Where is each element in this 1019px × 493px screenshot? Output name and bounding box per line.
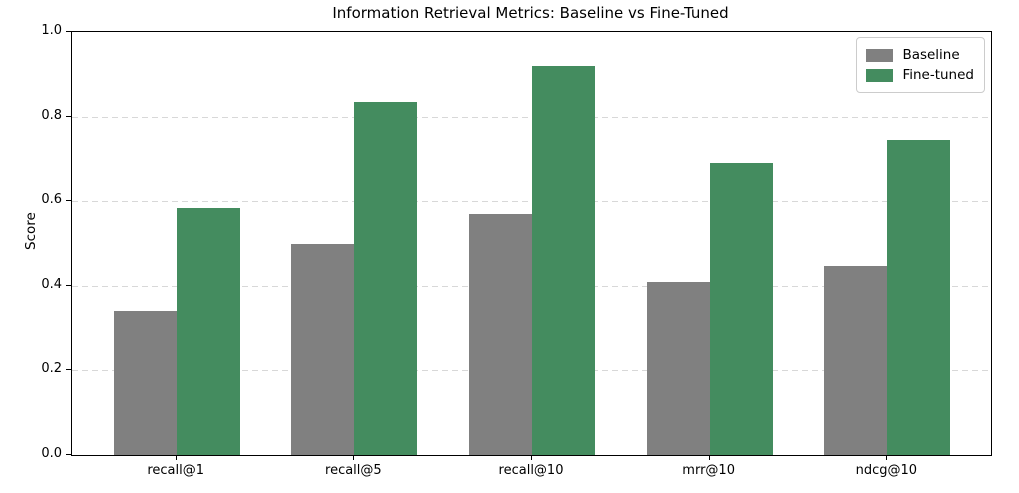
y-axis-label: Score: [22, 212, 39, 250]
legend-label: Baseline: [902, 47, 960, 63]
y-tick-label: 0.4: [41, 276, 62, 292]
x-tick-mark: [708, 455, 710, 460]
bar-fine-tuned-mrr-10: [709, 163, 773, 455]
bar-baseline-mrr-10: [646, 281, 710, 455]
gridline: [72, 116, 991, 118]
legend: Baseline Fine-tuned: [856, 37, 985, 93]
bar-baseline-recall-5: [291, 243, 355, 455]
x-tick-label: mrr@10: [682, 463, 735, 478]
legend-item: Baseline: [866, 45, 974, 65]
bar-fine-tuned-ndcg-10: [887, 139, 951, 455]
y-tick-mark: [66, 454, 71, 455]
chart-title: Information Retrieval Metrics: Baseline …: [332, 4, 729, 22]
bar-baseline-recall-10: [469, 213, 532, 455]
x-tick-mark: [531, 455, 532, 460]
bar-fine-tuned-recall-1: [176, 207, 240, 455]
plot-area: Baseline Fine-tuned: [71, 31, 992, 456]
bar-fine-tuned-recall-10: [532, 65, 595, 455]
legend-swatch-icon: [866, 68, 894, 82]
y-tick-mark: [66, 200, 71, 202]
bar-baseline-ndcg-10: [824, 265, 888, 455]
x-tick-label: ndcg@10: [855, 463, 918, 478]
legend-swatch-icon: [866, 48, 894, 62]
x-tick-label: recall@1: [147, 463, 205, 478]
y-tick-mark: [66, 284, 71, 286]
x-tick-label: recall@5: [325, 463, 382, 478]
y-tick-label: 0.8: [41, 107, 62, 123]
y-tick-label: 1.0: [41, 23, 62, 38]
x-tick-mark: [353, 455, 355, 460]
x-tick-label: recall@10: [498, 463, 564, 478]
y-tick-mark: [66, 115, 71, 117]
y-tick-label: 0.2: [41, 361, 62, 377]
y-tick-mark: [66, 31, 71, 32]
legend-label: Fine-tuned: [902, 67, 974, 83]
x-tick-mark: [886, 455, 888, 460]
x-tick-mark: [175, 455, 177, 460]
bar-baseline-recall-1: [113, 311, 177, 455]
legend-item: Fine-tuned: [866, 65, 974, 85]
legend-items: Baseline Fine-tuned: [866, 45, 974, 85]
y-tick-label: 0.6: [41, 192, 62, 208]
bar-fine-tuned-recall-5: [354, 101, 418, 455]
y-tick-label: 0.0: [41, 446, 62, 461]
gridline: [72, 201, 991, 203]
y-tick-mark: [66, 369, 71, 371]
